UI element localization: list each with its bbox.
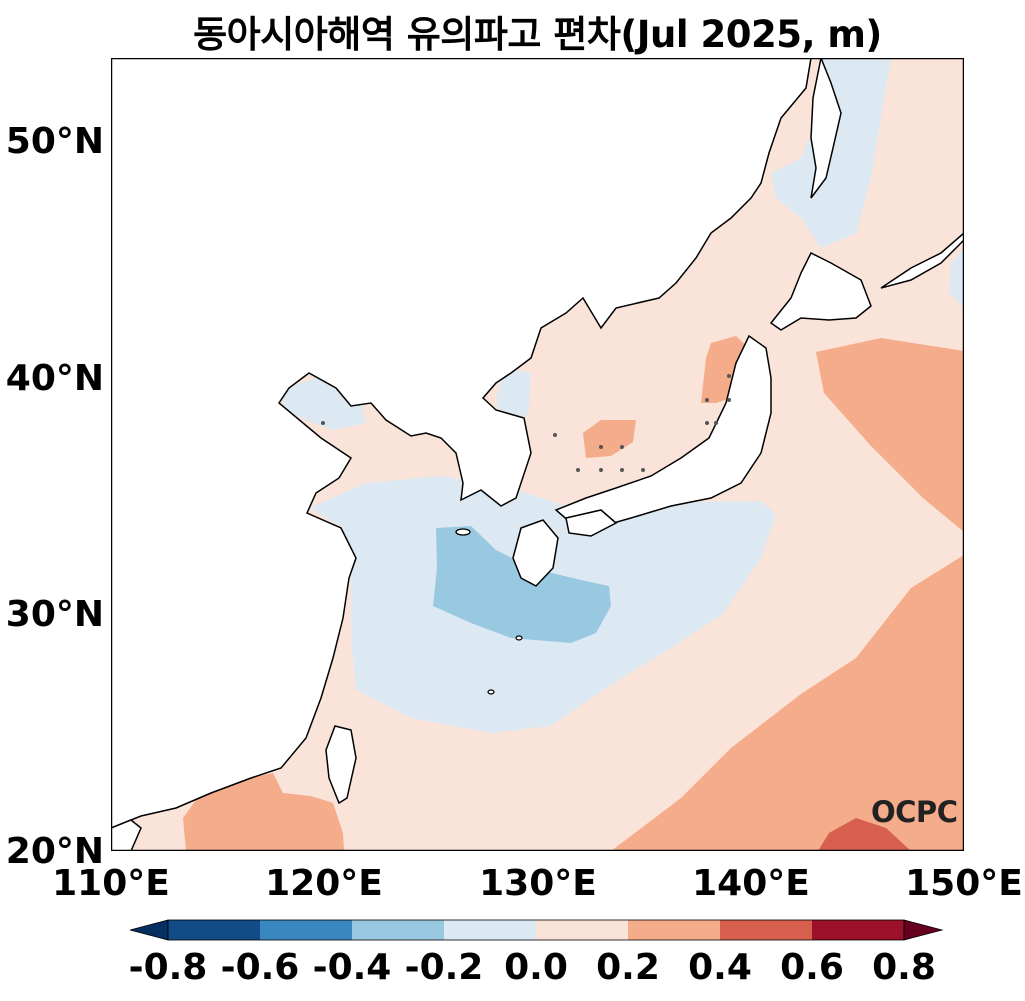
anomaly-band-0.2-0.4-south	[611, 555, 964, 851]
lat-label-50n: 50°N	[5, 121, 104, 162]
colorbar-bin-4	[444, 920, 536, 940]
land-taiwan	[325, 725, 357, 805]
colorbar-tick--0.6: -0.6	[220, 947, 300, 988]
land-sakhalin	[810, 58, 842, 199]
land-ryukyu-2	[487, 689, 495, 695]
colorbar-bin-7	[720, 920, 812, 940]
colorbar-extend-over	[903, 919, 944, 941]
lon-label-150e: 150°E	[905, 863, 1023, 904]
colorbar-tick--0.2: -0.2	[404, 947, 484, 988]
anomaly-map	[111, 58, 964, 851]
colorbar-tick-0.6: 0.6	[780, 947, 844, 988]
colorbar-tick-0.0: 0.0	[504, 947, 568, 988]
land-ryukyu-1	[515, 635, 523, 641]
land-kyushu	[512, 519, 559, 587]
colorbar-bin-5	[536, 920, 628, 940]
anomaly-band-0.4-0.6	[818, 818, 911, 851]
anomaly-band-0.2-0.4-scs	[183, 773, 344, 851]
colorbar-tick-0.8: 0.8	[872, 947, 936, 988]
colorbar-tick-0.2: 0.2	[596, 947, 660, 988]
land-asia-mainland	[111, 58, 812, 829]
colorbar-bin-6	[628, 920, 720, 940]
anomaly-band-neg-0.4-neg-0.2	[433, 526, 611, 643]
colorbar-bin-8	[812, 920, 904, 940]
land-hokkaido	[769, 251, 872, 331]
map-panel	[111, 58, 964, 851]
land-jeju	[455, 528, 471, 536]
colorbar-tick--0.8: -0.8	[128, 947, 208, 988]
lon-label-110e: 110°E	[52, 863, 170, 904]
colorbar-tick--0.4: -0.4	[312, 947, 392, 988]
ocpc-logo: OCPC	[871, 795, 958, 829]
anomaly-band-neg-0.2-0.0-pacific	[949, 248, 964, 308]
lon-label-140e: 140°E	[692, 863, 810, 904]
land-hainan-coast	[111, 819, 142, 851]
colorbar-extend-under	[130, 919, 169, 941]
colorbar	[130, 919, 944, 941]
colorbar-tick-0.4: 0.4	[688, 947, 752, 988]
lat-label-30n: 30°N	[5, 594, 104, 635]
colorbar-bin-3	[352, 920, 444, 940]
colorbar-outline	[167, 919, 905, 941]
land-kuril-kamchatka	[880, 232, 964, 289]
colorbar-bin-1	[168, 920, 260, 940]
anomaly-band-0.2-0.4-east	[816, 338, 964, 532]
map-border	[111, 58, 964, 851]
chart-title: 동아시아해역 유의파고 편차(Jul 2025, m)	[193, 13, 882, 56]
lat-label-20n: 20°N	[5, 831, 104, 872]
lon-label-130e: 130°E	[479, 863, 597, 904]
colorbar-bin-2	[260, 920, 352, 940]
lon-label-120e: 120°E	[265, 863, 383, 904]
station-markers	[321, 374, 731, 472]
land-shikoku	[565, 509, 618, 537]
lat-label-40n: 40°N	[5, 358, 104, 399]
